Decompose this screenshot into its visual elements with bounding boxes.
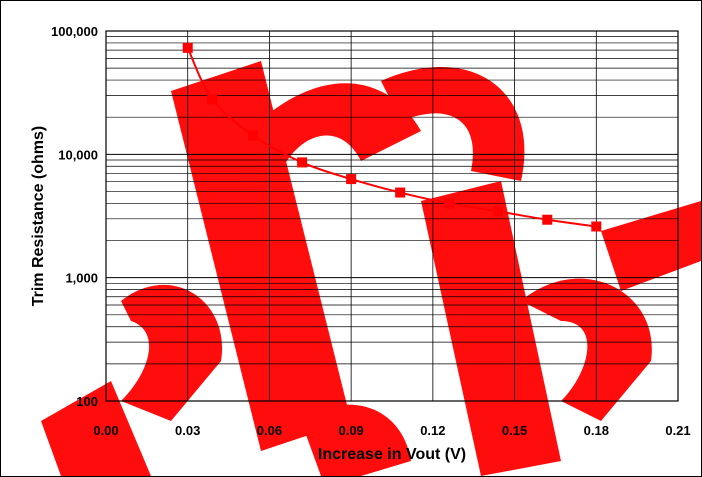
series-line — [186, 47, 597, 228]
y-tick-label: 100 — [76, 394, 98, 409]
y-tick-labels: 100 1,000 10,000 100,000 — [51, 24, 98, 409]
x-tick-labels: 0.00 0.03 0.06 0.09 0.12 0.15 0.18 0.21 — [93, 423, 690, 438]
y-tick-label: 10,000 — [58, 147, 98, 162]
data-point-marker — [297, 157, 308, 168]
x-tick-label: 0.12 — [420, 423, 445, 438]
series-markers — [182, 42, 602, 232]
data-point-marker — [346, 174, 357, 185]
x-tick-label: 0.03 — [175, 423, 200, 438]
data-point-marker — [591, 221, 602, 232]
y-tick-label: 100,000 — [51, 24, 98, 39]
x-tick-label: 0.21 — [665, 423, 690, 438]
x-tick-label: 0.18 — [584, 423, 609, 438]
x-tick-label: 0.09 — [338, 423, 363, 438]
data-point-marker — [182, 42, 193, 53]
data-point-marker — [207, 94, 218, 105]
data-point-marker — [248, 130, 259, 141]
y-tick-label: 1,000 — [65, 271, 98, 286]
y-axis-title: Trim Resistance (ohms) — [30, 126, 47, 307]
data-point-marker — [542, 214, 553, 225]
data-point-marker — [395, 187, 406, 198]
data-point-marker — [444, 198, 455, 209]
watermark-logo — [41, 61, 701, 476]
data-point-marker — [493, 206, 504, 217]
x-tick-label: 0.15 — [502, 423, 527, 438]
x-tick-label: 0.06 — [257, 423, 282, 438]
x-axis-title: Increase in Vout (V) — [318, 446, 466, 463]
x-tick-label: 0.00 — [93, 423, 118, 438]
